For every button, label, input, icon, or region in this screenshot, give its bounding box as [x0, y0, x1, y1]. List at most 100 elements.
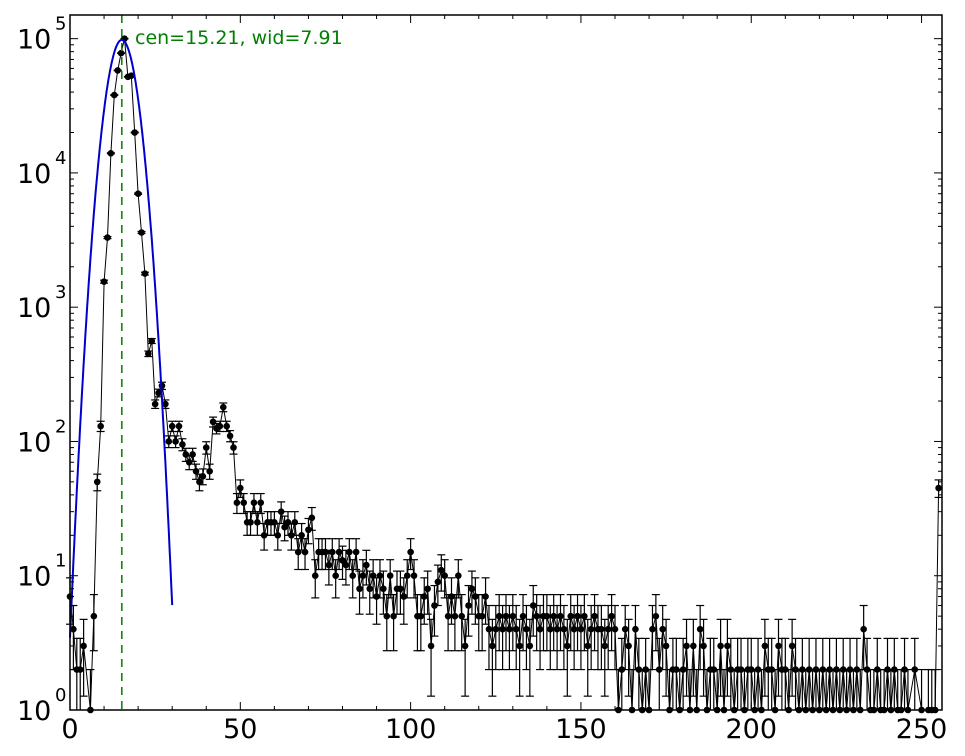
- data-point: [400, 593, 408, 600]
- data-point: [209, 418, 217, 426]
- data-point: [799, 666, 806, 673]
- data-point: [424, 585, 431, 593]
- data-point: [145, 350, 152, 358]
- data-point: [618, 666, 626, 673]
- data-point: [339, 557, 346, 564]
- data-point: [529, 602, 537, 609]
- data-point: [873, 666, 881, 673]
- data-point: [570, 625, 578, 633]
- data-point: [114, 67, 121, 74]
- fit-annotation: cen=15.21, wid=7.91: [135, 27, 343, 49]
- data-point: [819, 666, 827, 673]
- data-point: [458, 612, 466, 620]
- data-point: [673, 666, 680, 673]
- y-tick-label-exponent: 1: [55, 551, 66, 572]
- data-point: [574, 612, 581, 620]
- data-point: [546, 625, 554, 633]
- data-point: [591, 612, 598, 620]
- data-point: [935, 484, 942, 492]
- data-point: [376, 572, 384, 580]
- data-point: [543, 612, 551, 620]
- data-point: [683, 642, 690, 650]
- data-point: [608, 612, 615, 620]
- data-point: [233, 499, 241, 506]
- data-point: [526, 642, 534, 650]
- data-point: [662, 642, 670, 650]
- data-point: [506, 625, 513, 633]
- data-point: [737, 666, 745, 673]
- data-point: [223, 422, 230, 430]
- ticks-layer: [69, 15, 942, 711]
- data-point: [427, 642, 435, 650]
- data-point: [165, 438, 173, 445]
- data-point: [417, 612, 425, 620]
- y-tick-label-base: 10: [17, 696, 51, 727]
- x-tick-label: 0: [61, 714, 78, 745]
- data-point: [363, 561, 370, 569]
- data-point: [420, 593, 428, 600]
- data-point: [271, 518, 278, 526]
- data-point: [76, 666, 84, 673]
- data-point: [444, 612, 452, 620]
- data-point: [434, 578, 442, 586]
- data-point: [380, 585, 387, 593]
- data-point: [519, 612, 527, 620]
- data-point: [557, 612, 564, 620]
- data-point: [90, 612, 98, 620]
- data-point: [690, 642, 697, 650]
- data-point: [254, 518, 261, 526]
- data-point: [604, 625, 612, 633]
- gaussian-fit-line: [69, 38, 174, 638]
- y-tick-label-base: 10: [17, 25, 51, 56]
- data-point: [717, 642, 724, 650]
- data-point: [138, 229, 145, 236]
- data-point: [298, 532, 305, 539]
- data-point: [162, 400, 169, 408]
- data-point: [611, 625, 619, 633]
- data-point: [911, 666, 919, 673]
- data-point: [407, 548, 414, 556]
- data-point: [499, 625, 506, 633]
- data-point: [577, 625, 585, 633]
- data-point: [461, 642, 469, 650]
- data-point: [134, 190, 142, 198]
- data-point: [250, 499, 258, 506]
- data-point: [560, 625, 568, 633]
- data-point: [308, 514, 316, 522]
- data-point: [359, 572, 367, 580]
- data-point: [598, 625, 605, 633]
- data-point: [495, 612, 503, 620]
- data-point: [175, 422, 183, 430]
- data-point: [301, 548, 309, 556]
- data-point: [305, 526, 312, 534]
- data-point: [625, 642, 632, 650]
- data-point: [346, 548, 353, 556]
- data-point: [632, 625, 639, 633]
- y-tick-label-base: 10: [17, 427, 51, 458]
- data-point: [352, 548, 360, 556]
- data-point: [587, 625, 595, 633]
- data-point: [839, 666, 847, 673]
- data-point: [437, 566, 445, 574]
- data-point: [635, 666, 643, 673]
- data-point: [465, 602, 472, 609]
- data-point: [219, 403, 227, 411]
- data-point: [325, 561, 333, 569]
- x-tick-label: 150: [555, 714, 607, 745]
- data-point: [768, 666, 775, 673]
- data-point: [451, 612, 459, 620]
- data-point: [492, 625, 500, 633]
- data-point: [356, 585, 363, 593]
- data-point: [189, 451, 196, 458]
- y-tick-label-exponent: 0: [55, 685, 66, 706]
- y-tick-label-base: 10: [17, 293, 51, 324]
- data-point: [366, 585, 374, 593]
- data-point: [216, 422, 224, 430]
- data-point: [291, 518, 299, 526]
- data-point: [655, 666, 663, 673]
- data-point: [185, 458, 193, 466]
- data-point: [288, 532, 295, 539]
- data-point: [775, 642, 782, 650]
- data-point: [472, 593, 479, 600]
